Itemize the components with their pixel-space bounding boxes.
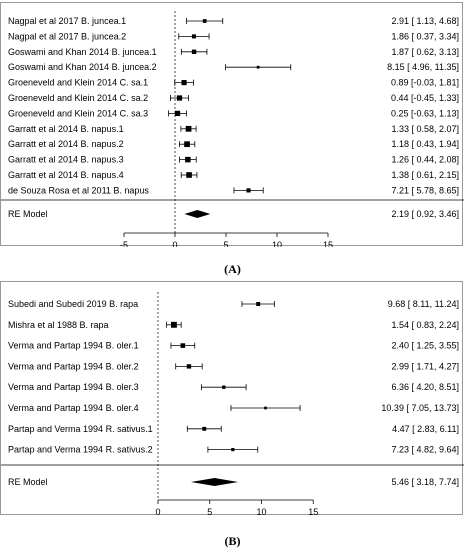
study-8-estimate-marker <box>231 448 235 452</box>
study-1-ci-text: 9.68 [ 8.11, 11.24] <box>388 299 459 309</box>
study-5-ci-text: 6.36 [ 4.20, 8.51] <box>391 382 459 392</box>
study-6-label: Verma and Partap 1994 B. oler.4 <box>8 403 139 413</box>
study-7-label: Partap and Verma 1994 R. sativus.1 <box>8 424 153 434</box>
summary-diamond <box>190 478 239 486</box>
study-3-ci-text: 1.87 [ 0.62, 3.13] <box>391 47 459 57</box>
study-4-estimate-marker <box>256 65 260 69</box>
summary-ci-text: 2.19 [ 0.92, 3.46] <box>391 209 459 219</box>
study-6-estimate-marker <box>264 406 267 410</box>
forest-plot-a: Nagpal et al 2017 B. juncea.1 2.91 [ 1.13… <box>0 2 464 247</box>
study-11-label: Garratt et al 2014 B. napus.4 <box>8 170 124 180</box>
forest-plot-b-svg: Subedi and Subedi 2019 B. rapa 9.68 [ 8.1… <box>1 292 464 516</box>
panel-caption-b: (B) <box>224 534 241 548</box>
study-4-label: Verma and Partap 1994 B. oler.2 <box>8 361 139 371</box>
study-2-label: Mishra et al 1988 B. rapa <box>8 320 109 330</box>
study-11-ci-text: 1.38 [ 0.61, 2.15] <box>391 170 459 180</box>
x-tick-label: 15 <box>308 507 318 516</box>
study-5-label: Groeneveld and Klein 2014 C. sa.1 <box>8 78 148 88</box>
study-10-label: Garratt et al 2014 B. napus.3 <box>8 155 124 165</box>
study-12-label: de Souza Rosa et al 2011 B. napus <box>8 185 149 195</box>
forest-plot-a-svg: Nagpal et al 2017 B. juncea.1 2.91 [ 1.13… <box>1 11 464 247</box>
study-7-label: Groeneveld and Klein 2014 C. sa.3 <box>8 108 148 118</box>
study-2-ci-text: 1.86 [ 0.37, 3.34] <box>391 31 459 41</box>
study-4-ci-text: 8.15 [ 4.96, 11.35] <box>387 62 459 72</box>
study-12-estimate-marker <box>246 188 251 193</box>
summary-label: RE Model <box>8 209 48 219</box>
x-tick-label: 10 <box>256 507 266 516</box>
study-3-estimate-marker <box>191 49 197 55</box>
x-tick-label: 5 <box>223 240 228 247</box>
summary-ci-text: 5.46 [ 3.18, 7.74] <box>391 477 459 487</box>
study-3-estimate-marker <box>180 343 186 348</box>
x-tick-label: 0 <box>172 240 177 247</box>
study-2-estimate-marker <box>191 34 197 39</box>
study-7-estimate-marker <box>174 110 181 117</box>
panel-caption-a: (A) <box>224 262 241 276</box>
study-3-ci-text: 2.40 [ 1.25, 3.55] <box>391 341 459 351</box>
summary-diamond <box>184 210 211 218</box>
study-1-estimate-marker <box>256 302 261 306</box>
study-3-label: Verma and Partap 1994 B. oler.1 <box>8 341 139 351</box>
x-tick-label: 0 <box>155 507 160 516</box>
study-11-estimate-marker <box>186 172 192 178</box>
study-4-ci-text: 2.99 [ 1.71, 4.27] <box>391 361 459 371</box>
study-8-ci-text: 7.23 [ 4.82, 9.64] <box>391 445 459 455</box>
study-6-estimate-marker <box>176 95 183 101</box>
study-1-label: Nagpal et al 2017 B. juncea.1 <box>8 16 126 26</box>
study-7-estimate-marker <box>202 426 207 431</box>
study-7-ci-text: 4.47 [ 2.83, 6.11] <box>392 424 459 434</box>
study-8-label: Garratt et al 2014 B. napus.1 <box>8 124 124 134</box>
study-9-estimate-marker <box>184 141 190 148</box>
study-2-label: Nagpal et al 2017 B. juncea.2 <box>8 31 126 41</box>
study-2-ci-text: 1.54 [ 0.83, 2.24] <box>391 320 459 330</box>
study-1-ci-text: 2.91 [ 1.13, 4.68] <box>391 16 459 26</box>
x-tick-label: 10 <box>272 240 282 247</box>
study-10-estimate-marker <box>185 156 191 163</box>
study-6-ci-text: 0.44 [-0.45, 1.33] <box>391 93 459 103</box>
forest-plot-b: Subedi and Subedi 2019 B. rapa 9.68 [ 8.1… <box>0 281 464 516</box>
study-9-ci-text: 1.18 [ 0.43, 1.94] <box>391 139 459 149</box>
study-5-label: Verma and Partap 1994 B. oler.3 <box>8 382 139 392</box>
study-4-estimate-marker <box>186 364 192 369</box>
study-6-label: Groeneveld and Klein 2014 C. sa.2 <box>8 93 148 103</box>
study-1-label: Subedi and Subedi 2019 B. rapa <box>8 299 138 309</box>
study-5-estimate-marker <box>222 385 226 389</box>
study-5-estimate-marker <box>181 80 187 86</box>
study-9-label: Garratt et al 2014 B. napus.2 <box>8 139 124 149</box>
x-tick-label: 5 <box>207 507 212 516</box>
study-12-ci-text: 7.21 [ 5.78, 8.65] <box>391 185 459 195</box>
study-8-label: Partap and Verma 1994 R. sativus.2 <box>8 445 153 455</box>
study-7-ci-text: 0.25 [-0.63, 1.13] <box>391 108 459 118</box>
x-tick-label: -5 <box>120 240 128 247</box>
x-tick-label: 15 <box>323 240 333 247</box>
study-4-label: Goswami and Khan 2014 B. juncea.2 <box>8 62 157 72</box>
study-8-estimate-marker <box>185 125 192 132</box>
study-3-label: Goswami and Khan 2014 B. juncea.1 <box>8 47 157 57</box>
study-2-estimate-marker <box>170 321 177 328</box>
study-1-estimate-marker <box>202 19 207 23</box>
summary-label: RE Model <box>8 477 48 487</box>
study-8-ci-text: 1.33 [ 0.58, 2.07] <box>391 124 459 134</box>
study-6-ci-text: 10.39 [ 7.05, 13.73] <box>381 403 459 413</box>
study-10-ci-text: 1.26 [ 0.44, 2.08] <box>391 155 459 165</box>
study-5-ci-text: 0.89 [-0.03, 1.81] <box>391 78 459 88</box>
